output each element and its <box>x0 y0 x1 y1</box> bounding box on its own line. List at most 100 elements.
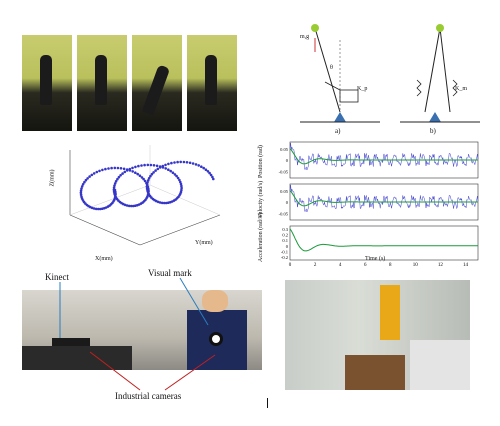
trajectory-point <box>92 207 96 210</box>
y-tick-label: -0.05 <box>279 169 289 174</box>
measured-series <box>289 185 479 213</box>
trajectory-point <box>160 201 164 205</box>
trajectory-point <box>110 166 113 170</box>
trajectory-point <box>158 201 162 204</box>
trajectory-point <box>176 176 180 180</box>
industrial-cameras-label: Industrial cameras <box>115 391 182 401</box>
trajectory-point <box>121 172 124 175</box>
trajectory-point <box>137 164 140 168</box>
trajectory-point <box>182 160 186 164</box>
trajectory-point <box>116 177 119 181</box>
trajectory-point <box>176 160 179 164</box>
trajectory-point <box>164 167 167 170</box>
trajectory-point <box>152 171 155 174</box>
label-a: a) <box>335 127 341 135</box>
trajectory-point <box>136 203 139 207</box>
motion-sequence-photos <box>22 35 242 131</box>
trajectory-point <box>145 185 149 188</box>
trajectory-point <box>138 174 142 177</box>
frame-4 <box>187 35 237 131</box>
frame-2 <box>77 35 127 131</box>
trajectory-points <box>79 160 215 211</box>
trajectory-point <box>119 167 123 170</box>
trajectory-point <box>136 172 139 176</box>
trajectory-point <box>113 182 117 185</box>
trajectory-point <box>209 173 213 177</box>
trajectory-point <box>81 183 85 186</box>
trajectory-point <box>179 182 183 186</box>
trajectory-point <box>143 179 147 183</box>
kinect-label: Kinect <box>45 272 69 282</box>
trajectory-point <box>167 162 170 166</box>
y-tick-label: -0.2 <box>281 255 288 260</box>
trajectory-point <box>134 165 137 169</box>
trajectory-point <box>113 192 116 196</box>
trajectory-point <box>116 166 120 170</box>
robot-photo <box>285 280 470 390</box>
trajectory-point <box>80 187 83 190</box>
x-tick-label: 0 <box>289 263 292 268</box>
x-tick-label: 6 <box>364 263 367 268</box>
trajectory-point <box>97 207 100 211</box>
y-axis-label: Y(mm) <box>195 240 213 246</box>
trajectory-point <box>95 170 99 174</box>
trajectory-point <box>117 175 121 179</box>
trajectory-point <box>80 185 84 188</box>
trajectory-point <box>145 187 149 191</box>
trajectory-point <box>112 190 116 194</box>
pendulum-diagrams <box>300 24 480 123</box>
trajectory-point <box>146 179 150 182</box>
x-tick-label: 12 <box>438 263 444 268</box>
kinect-device <box>52 338 90 348</box>
trajectory-point <box>104 167 107 171</box>
x-axis-label: X(mm) <box>95 256 113 262</box>
visual-mark-label: Visual mark <box>148 268 192 278</box>
label-mg: m,g <box>300 34 310 40</box>
trajectory-point <box>180 186 183 190</box>
trajectory-point <box>164 163 167 167</box>
robot-base <box>345 355 405 390</box>
shelf-rack <box>410 340 470 390</box>
y-tick-label: -0.05 <box>279 211 289 216</box>
trajectory-point <box>150 172 154 176</box>
trajectory-point <box>175 174 178 178</box>
trajectory-point <box>113 166 117 170</box>
trajectory-point <box>131 170 134 173</box>
text-cursor <box>267 398 268 408</box>
person-silhouette <box>205 55 217 105</box>
trajectory-point <box>127 204 131 208</box>
trajectory-point <box>171 171 175 174</box>
trajectory-point <box>152 164 156 167</box>
trajectory-point <box>169 169 172 173</box>
trajectory-point <box>167 168 170 171</box>
trajectory-point <box>90 173 94 177</box>
time-series-plots: 0.050-0.050.050-0.050.30.20.10-0.1-0.20 2… <box>279 141 479 268</box>
trajectory-point <box>112 186 116 189</box>
trajectory-point <box>119 174 122 177</box>
trajectory-point <box>101 168 104 172</box>
y-tick-label: 0.05 <box>280 189 289 194</box>
trajectory-point <box>163 201 166 205</box>
trajectory-point <box>185 161 189 164</box>
lab-setup-photo <box>22 290 262 370</box>
person-silhouette <box>40 55 52 105</box>
y-tick-label: -0.1 <box>281 250 288 255</box>
trajectory-point <box>125 169 129 172</box>
trajectory-point <box>80 195 83 199</box>
trajectory-point <box>149 163 153 167</box>
label-theta: θ <box>330 65 333 71</box>
frame-3 <box>132 35 182 131</box>
trajectory-point <box>179 160 182 164</box>
trajectory-point <box>107 167 110 170</box>
trajectory-point <box>98 169 101 173</box>
trajectory-point <box>131 166 134 170</box>
trajectory-point <box>113 184 116 187</box>
trajectory-point <box>140 176 144 179</box>
trajectory-point <box>123 170 127 174</box>
label-kp: K_p <box>357 86 368 92</box>
trajectory-point <box>204 168 208 171</box>
trajectory-point <box>83 180 86 184</box>
y-tick-label: 0 <box>286 158 289 163</box>
plot-frame <box>289 225 479 261</box>
